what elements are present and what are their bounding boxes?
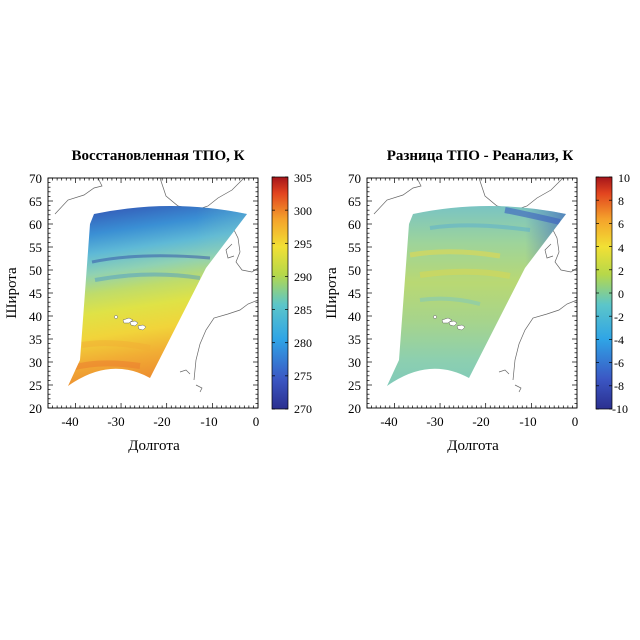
colorbar-tick-label: 4 bbox=[618, 241, 624, 255]
y-tick-labels: 70 65 60 55 50 45 40 35 30 25 20 bbox=[348, 171, 361, 416]
colorbar-tick-label: 300 bbox=[294, 204, 312, 218]
x-axis-label: Долгота bbox=[128, 438, 180, 454]
y-tick-label: 70 bbox=[29, 171, 42, 186]
x-axis-label: Долгота bbox=[447, 438, 499, 454]
y-tick-label: 60 bbox=[348, 217, 361, 232]
panel-title: Восстановленная ТПО, К bbox=[72, 148, 245, 164]
x-tick-labels: -40 -30 -20 -10 0 bbox=[380, 414, 578, 429]
colorbar-tick-label: 295 bbox=[294, 237, 312, 251]
x-tick-label: -40 bbox=[61, 414, 78, 429]
x-tick-labels: -40 -30 -20 -10 0 bbox=[61, 414, 259, 429]
y-tick-label: 25 bbox=[348, 378, 361, 393]
colorbar: 305 300 295 290 285 280 275 270 bbox=[271, 171, 312, 416]
y-tick-label: 65 bbox=[29, 194, 42, 209]
tick-marks bbox=[366, 177, 578, 409]
colorbar-tick-labels: 305 300 295 290 285 280 275 270 bbox=[294, 171, 312, 416]
colorbar-tick-label: 290 bbox=[294, 270, 312, 284]
y-tick-label: 50 bbox=[348, 263, 361, 278]
colorbar-tick-label: 285 bbox=[294, 303, 312, 317]
y-tick-label: 55 bbox=[29, 240, 42, 255]
x-tick-label: -30 bbox=[426, 414, 443, 429]
y-tick-label: 40 bbox=[348, 309, 361, 324]
x-tick-label: -10 bbox=[200, 414, 217, 429]
colorbar-tick-label: 270 bbox=[294, 402, 312, 416]
x-tick-label: -30 bbox=[107, 414, 124, 429]
x-tick-label: -40 bbox=[380, 414, 397, 429]
x-tick-label: -20 bbox=[472, 414, 489, 429]
y-tick-label: 50 bbox=[29, 263, 42, 278]
colorbar-tick-label: -2 bbox=[614, 310, 624, 324]
y-tick-label: 55 bbox=[348, 240, 361, 255]
y-tick-label: 45 bbox=[29, 286, 42, 301]
islands bbox=[433, 315, 466, 331]
y-tick-label: 20 bbox=[348, 401, 361, 416]
sst-swath bbox=[68, 206, 247, 386]
colorbar-tick-label: -4 bbox=[614, 333, 624, 347]
colorbar-tick-labels: 10 8 6 4 2 0 -2 -4 -6 -8 -10 bbox=[612, 171, 630, 416]
y-tick-label: 65 bbox=[348, 194, 361, 209]
panel-sst: Восстановленная ТПО, К bbox=[4, 148, 312, 454]
colorbar-tick-label: 280 bbox=[294, 336, 312, 350]
y-tick-label: 60 bbox=[29, 217, 42, 232]
panel-difference: Разница ТПО - Реанализ, К bbox=[324, 148, 630, 454]
y-tick-label: 30 bbox=[29, 355, 42, 370]
colorbar: 10 8 6 4 2 0 -2 -4 -6 -8 -10 bbox=[595, 171, 630, 416]
colorbar-tick-label: 6 bbox=[618, 217, 624, 231]
y-tick-labels: 70 65 60 55 50 45 40 35 30 25 20 bbox=[29, 171, 42, 416]
difference-swath bbox=[387, 206, 566, 386]
colorbar-tick-label: -6 bbox=[614, 356, 624, 370]
y-tick-label: 20 bbox=[29, 401, 42, 416]
tick-marks bbox=[47, 177, 259, 409]
x-tick-label: -20 bbox=[153, 414, 170, 429]
y-axis-label: Широта bbox=[4, 267, 20, 319]
colorbar-tick-label: 8 bbox=[618, 194, 624, 208]
colorbar-tick-label: 305 bbox=[294, 171, 312, 185]
y-tick-label: 45 bbox=[348, 286, 361, 301]
y-tick-label: 70 bbox=[348, 171, 361, 186]
y-tick-label: 40 bbox=[29, 309, 42, 324]
y-tick-label: 25 bbox=[29, 378, 42, 393]
x-tick-label: 0 bbox=[253, 414, 260, 429]
x-tick-label: 0 bbox=[572, 414, 579, 429]
colorbar-tick-label: 0 bbox=[618, 287, 624, 301]
colorbar-tick-label: -8 bbox=[614, 379, 624, 393]
colorbar-tick-label: 2 bbox=[618, 264, 624, 278]
y-tick-label: 35 bbox=[29, 332, 42, 347]
colorbar-tick-label: 275 bbox=[294, 369, 312, 383]
y-tick-label: 30 bbox=[348, 355, 361, 370]
x-tick-label: -10 bbox=[519, 414, 536, 429]
y-tick-label: 35 bbox=[348, 332, 361, 347]
panel-title: Разница ТПО - Реанализ, К bbox=[387, 148, 574, 164]
y-axis-label: Широта bbox=[324, 267, 340, 319]
islands bbox=[114, 315, 147, 331]
colorbar-tick-label: 10 bbox=[618, 171, 630, 185]
colorbar-tick-label: -10 bbox=[612, 402, 628, 416]
